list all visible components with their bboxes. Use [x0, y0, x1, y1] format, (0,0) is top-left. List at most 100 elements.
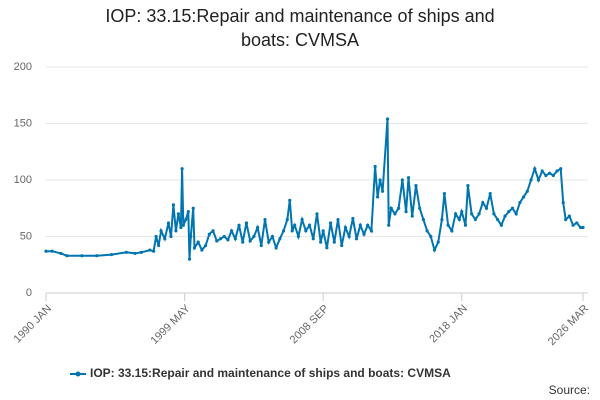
data-point	[378, 178, 382, 182]
data-point	[518, 201, 522, 205]
data-point	[425, 229, 429, 233]
data-point	[564, 217, 568, 222]
data-point	[191, 206, 195, 210]
data-point	[204, 243, 208, 248]
data-point	[211, 229, 215, 233]
data-point	[571, 223, 575, 227]
data-point	[296, 234, 301, 239]
data-point	[477, 212, 481, 216]
data-point	[406, 176, 411, 180]
data-point	[293, 223, 297, 227]
data-point	[166, 221, 171, 225]
y-tick-label: 200	[14, 61, 32, 73]
data-point	[551, 173, 555, 178]
data-point	[184, 217, 188, 222]
data-point	[436, 240, 440, 244]
data-point	[65, 254, 69, 258]
data-point	[369, 229, 374, 233]
data-point	[176, 212, 180, 216]
data-point	[453, 212, 458, 216]
data-point	[397, 206, 401, 210]
data-point	[315, 212, 319, 216]
data-point	[373, 164, 377, 169]
data-point	[311, 237, 315, 241]
data-point	[492, 212, 496, 216]
y-tick-label: 150	[14, 117, 32, 129]
data-point	[237, 223, 241, 227]
data-point	[154, 234, 158, 239]
data-point	[414, 184, 418, 188]
data-point	[503, 214, 507, 218]
data-point	[336, 217, 340, 222]
data-point	[270, 234, 275, 239]
data-point	[169, 234, 173, 239]
data-point	[533, 167, 537, 171]
data-point	[252, 234, 256, 239]
data-point	[281, 229, 286, 233]
data-point	[207, 232, 211, 236]
data-point	[285, 217, 289, 222]
x-tick-label: 2026 MAR	[546, 303, 591, 348]
data-point	[442, 191, 447, 196]
y-tick-label: 0	[26, 287, 32, 299]
data-point	[470, 212, 474, 216]
data-point	[536, 178, 541, 182]
x-tick-label: 1999 MAY	[149, 302, 194, 347]
data-point	[248, 239, 252, 243]
data-point	[59, 251, 63, 256]
data-point	[186, 210, 190, 214]
data-point	[196, 240, 200, 244]
data-point	[499, 223, 503, 227]
y-tick-label: 50	[20, 230, 32, 242]
data-point	[159, 229, 163, 233]
data-point	[393, 212, 397, 216]
data-point	[229, 229, 234, 233]
data-point	[241, 240, 245, 244]
data-point	[244, 221, 249, 225]
legend-label: IOP: 33.15:Repair and maintenance of shi…	[90, 366, 451, 380]
data-point	[218, 237, 223, 241]
data-point	[255, 225, 260, 230]
data-point	[321, 229, 325, 233]
data-point	[366, 223, 370, 227]
data-point	[484, 206, 489, 210]
data-point	[432, 248, 437, 252]
data-point	[263, 217, 267, 222]
data-point	[514, 212, 518, 216]
data-point	[440, 217, 444, 222]
data-point	[44, 249, 48, 253]
data-point	[481, 201, 485, 205]
data-point	[133, 251, 137, 256]
data-point	[429, 234, 433, 239]
data-point	[575, 221, 579, 225]
data-point	[450, 229, 454, 233]
data-point	[540, 169, 544, 173]
data-point	[567, 214, 571, 218]
chart-title: IOP: 33.15:Repair and maintenance of shi…	[105, 6, 495, 50]
data-point	[581, 225, 585, 230]
data-point	[380, 189, 385, 193]
data-point	[351, 216, 355, 221]
data-point	[139, 250, 143, 254]
data-point	[124, 250, 129, 254]
data-point	[340, 243, 344, 248]
data-point	[507, 210, 511, 214]
data-point	[325, 246, 329, 250]
data-point	[156, 243, 161, 248]
data-point	[362, 232, 366, 236]
data-point	[148, 248, 152, 252]
data-point	[421, 217, 425, 222]
data-point	[307, 223, 312, 227]
data-point	[510, 206, 515, 210]
x-tick-label: 1990 JAN	[12, 303, 55, 346]
data-point	[50, 249, 54, 253]
data-point	[561, 201, 565, 205]
data-point	[179, 225, 183, 230]
source: Source:	[549, 383, 590, 397]
data-point	[460, 210, 464, 214]
x-tick-label: 2008 SEP	[288, 303, 332, 347]
data-point	[95, 254, 99, 258]
data-point	[278, 237, 282, 241]
